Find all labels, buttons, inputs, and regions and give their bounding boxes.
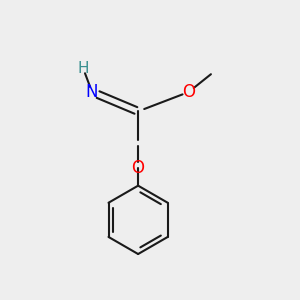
Text: O: O	[182, 83, 195, 101]
Text: H: H	[77, 61, 89, 76]
Text: O: O	[132, 159, 145, 177]
Text: N: N	[86, 83, 98, 101]
